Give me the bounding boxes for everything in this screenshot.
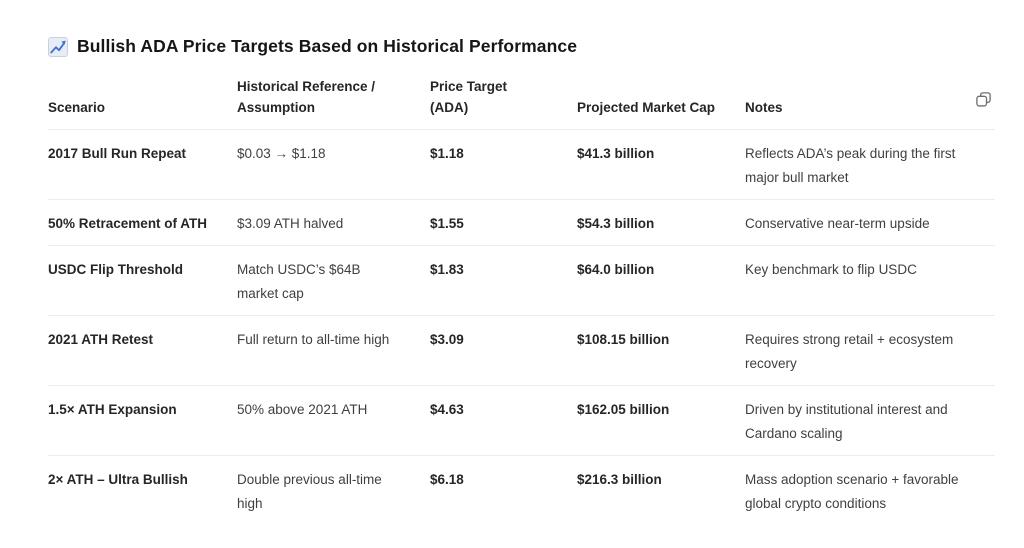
- cell-scenario: USDC Flip Threshold: [48, 245, 237, 316]
- cell-price-target: $1.18: [430, 129, 577, 200]
- cell-market-cap: $41.3 billion: [577, 129, 745, 200]
- cell-scenario: 50% Retracement of ATH: [48, 199, 237, 246]
- table-row: 2× ATH – Ultra Bullish Double previous a…: [48, 455, 995, 525]
- cell-reference: Match USDC’s $64B market cap: [237, 245, 430, 316]
- cell-price-target: $1.55: [430, 199, 577, 246]
- cell-market-cap: $54.3 billion: [577, 199, 745, 246]
- chat-response-block: Bullish ADA Price Targets Based on Histo…: [48, 36, 995, 525]
- cell-scenario: 2× ATH – Ultra Bullish: [48, 471, 188, 487]
- column-header-notes: Notes: [745, 77, 995, 130]
- cell-price-target: $6.18: [430, 471, 464, 487]
- cell-reference: $0.03 → $1.18: [237, 129, 430, 200]
- cell-market-cap: $162.05 billion: [577, 385, 745, 456]
- cell-notes: Reflects ADA’s peak during the first maj…: [745, 129, 995, 200]
- cell-market-cap: $216.3 billion: [577, 471, 662, 487]
- cell-price-target: $3.09: [430, 315, 577, 386]
- cell-reference: $3.09 ATH halved: [237, 199, 430, 246]
- table-row: 1.5× ATH Expansion 50% above 2021 ATH $4…: [48, 385, 995, 456]
- cell-market-cap: $108.15 billion: [577, 315, 745, 386]
- table-row: 50% Retracement of ATH $3.09 ATH halved …: [48, 199, 995, 246]
- table-row: 2017 Bull Run Repeat $0.03 → $1.18 $1.18…: [48, 129, 995, 200]
- table-row: 2021 ATH Retest Full return to all-time …: [48, 315, 995, 386]
- cell-scenario: 1.5× ATH Expansion: [48, 385, 237, 456]
- cell-notes: Conservative near-term upside: [745, 199, 995, 246]
- column-header-price-target: Price Target (ADA): [430, 77, 577, 130]
- cell-scenario: 2021 ATH Retest: [48, 315, 237, 386]
- cell-notes: Mass adoption scenario + favorable globa…: [745, 471, 959, 511]
- cell-scenario: 2017 Bull Run Repeat: [48, 129, 237, 200]
- copy-table-button[interactable]: [971, 87, 995, 111]
- copy-icon: [975, 91, 991, 107]
- table-title-row: Bullish ADA Price Targets Based on Histo…: [48, 36, 995, 57]
- price-targets-table-container: Scenario Historical Reference / Assumpti…: [48, 77, 995, 525]
- page-title: Bullish ADA Price Targets Based on Histo…: [77, 36, 578, 56]
- cell-notes: Requires strong retail + ecosystem recov…: [745, 315, 995, 386]
- table-header-row: Scenario Historical Reference / Assumpti…: [48, 77, 995, 130]
- column-header-reference: Historical Reference / Assumption: [237, 77, 430, 130]
- cell-price-target: $1.83: [430, 245, 577, 316]
- cell-notes: Key benchmark to flip USDC: [745, 245, 995, 316]
- price-targets-table: Scenario Historical Reference / Assumpti…: [48, 77, 995, 525]
- column-header-market-cap: Projected Market Cap: [577, 77, 745, 130]
- chart-increasing-emoji-icon: [48, 37, 68, 57]
- cell-reference: Double previous all-time high: [237, 471, 382, 511]
- cell-price-target: $4.63: [430, 385, 577, 456]
- cell-reference: Full return to all-time high: [237, 315, 430, 386]
- cell-market-cap: $64.0 billion: [577, 245, 745, 316]
- column-header-scenario: Scenario: [48, 77, 237, 130]
- cell-reference: 50% above 2021 ATH: [237, 385, 430, 456]
- table-row: USDC Flip Threshold Match USDC’s $64B ma…: [48, 245, 995, 316]
- cell-notes: Driven by institutional interest and Car…: [745, 385, 995, 456]
